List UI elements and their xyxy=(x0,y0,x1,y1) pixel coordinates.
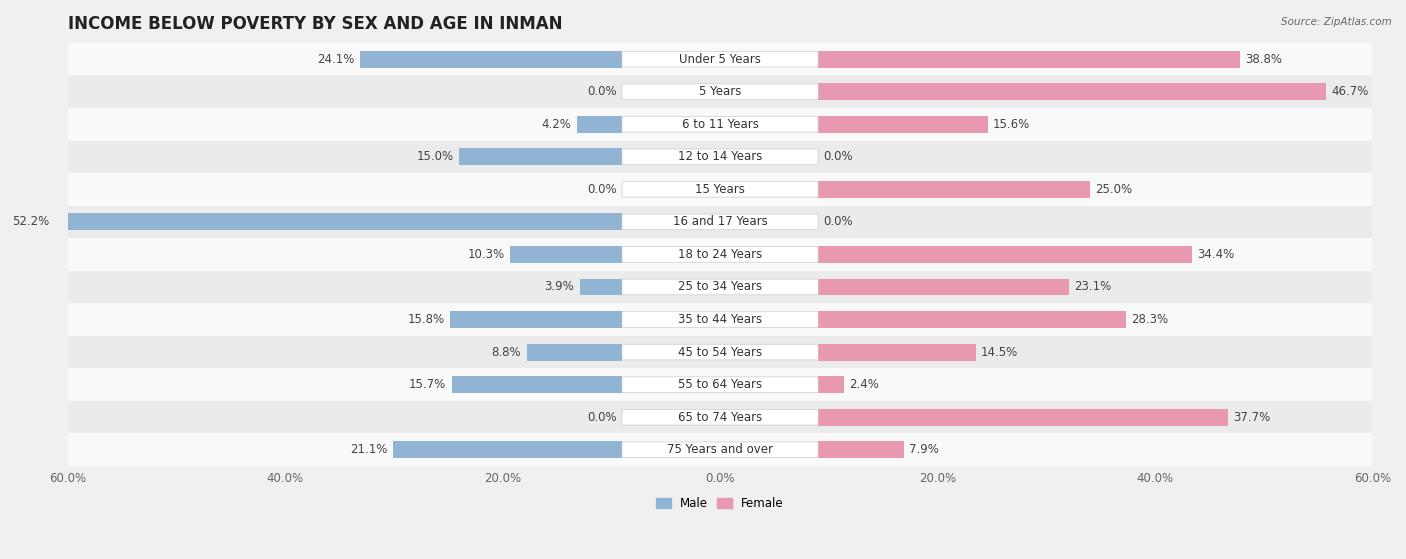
Bar xyxy=(818,51,1240,68)
Text: 37.7%: 37.7% xyxy=(1233,411,1271,424)
FancyBboxPatch shape xyxy=(621,409,818,425)
Text: 4.2%: 4.2% xyxy=(541,118,571,131)
Bar xyxy=(450,311,623,328)
FancyBboxPatch shape xyxy=(621,149,818,164)
Text: 15.7%: 15.7% xyxy=(409,378,446,391)
Bar xyxy=(67,336,1372,368)
Text: 52.2%: 52.2% xyxy=(13,215,49,229)
Text: 0.0%: 0.0% xyxy=(588,85,617,98)
Text: 21.1%: 21.1% xyxy=(350,443,387,456)
Bar xyxy=(55,214,623,230)
Text: 15 Years: 15 Years xyxy=(695,183,745,196)
FancyBboxPatch shape xyxy=(621,214,818,230)
Bar xyxy=(67,173,1372,206)
Bar xyxy=(818,409,1227,425)
Text: 15.0%: 15.0% xyxy=(416,150,454,163)
Text: 35 to 44 Years: 35 to 44 Years xyxy=(678,313,762,326)
FancyBboxPatch shape xyxy=(621,344,818,360)
Text: 24.1%: 24.1% xyxy=(318,53,354,65)
Bar xyxy=(67,304,1372,336)
Text: 34.4%: 34.4% xyxy=(1198,248,1234,261)
Bar xyxy=(360,51,623,68)
Bar xyxy=(460,148,623,165)
Bar xyxy=(67,238,1372,271)
Text: 18 to 24 Years: 18 to 24 Years xyxy=(678,248,762,261)
Text: 16 and 17 Years: 16 and 17 Years xyxy=(672,215,768,229)
Bar xyxy=(67,271,1372,304)
Bar xyxy=(392,441,623,458)
Bar xyxy=(576,116,623,132)
Bar xyxy=(67,401,1372,433)
Text: 25 to 34 Years: 25 to 34 Years xyxy=(678,281,762,293)
Text: Under 5 Years: Under 5 Years xyxy=(679,53,761,65)
Text: 2.4%: 2.4% xyxy=(849,378,879,391)
Text: 0.0%: 0.0% xyxy=(824,215,853,229)
Bar xyxy=(67,368,1372,401)
FancyBboxPatch shape xyxy=(621,116,818,132)
Bar xyxy=(67,433,1372,466)
Text: INCOME BELOW POVERTY BY SEX AND AGE IN INMAN: INCOME BELOW POVERTY BY SEX AND AGE IN I… xyxy=(67,15,562,33)
Text: 12 to 14 Years: 12 to 14 Years xyxy=(678,150,762,163)
FancyBboxPatch shape xyxy=(621,377,818,392)
Bar xyxy=(818,311,1126,328)
Text: 7.9%: 7.9% xyxy=(910,443,939,456)
FancyBboxPatch shape xyxy=(621,84,818,100)
Bar xyxy=(818,278,1069,296)
Bar xyxy=(818,441,904,458)
Bar xyxy=(818,116,987,132)
Text: 23.1%: 23.1% xyxy=(1074,281,1112,293)
Bar xyxy=(818,181,1090,198)
Text: 75 Years and over: 75 Years and over xyxy=(666,443,773,456)
Text: 10.3%: 10.3% xyxy=(468,248,505,261)
FancyBboxPatch shape xyxy=(621,442,818,457)
Text: 0.0%: 0.0% xyxy=(588,183,617,196)
Text: 15.6%: 15.6% xyxy=(993,118,1031,131)
Text: 0.0%: 0.0% xyxy=(824,150,853,163)
FancyBboxPatch shape xyxy=(621,51,818,67)
Bar xyxy=(579,278,623,296)
FancyBboxPatch shape xyxy=(621,247,818,262)
Bar xyxy=(67,75,1372,108)
Text: 65 to 74 Years: 65 to 74 Years xyxy=(678,411,762,424)
Text: 55 to 64 Years: 55 to 64 Years xyxy=(678,378,762,391)
Bar xyxy=(818,376,844,393)
Bar xyxy=(818,83,1326,100)
Bar xyxy=(526,344,623,361)
Text: 0.0%: 0.0% xyxy=(588,411,617,424)
Text: 28.3%: 28.3% xyxy=(1130,313,1168,326)
Text: 14.5%: 14.5% xyxy=(981,345,1018,358)
Bar xyxy=(510,246,623,263)
Bar xyxy=(818,246,1192,263)
Bar xyxy=(67,140,1372,173)
Text: 46.7%: 46.7% xyxy=(1331,85,1368,98)
Bar xyxy=(818,344,976,361)
Bar xyxy=(451,376,623,393)
Text: Source: ZipAtlas.com: Source: ZipAtlas.com xyxy=(1281,17,1392,27)
Legend: Male, Female: Male, Female xyxy=(652,492,789,515)
Text: 15.8%: 15.8% xyxy=(408,313,444,326)
Text: 45 to 54 Years: 45 to 54 Years xyxy=(678,345,762,358)
FancyBboxPatch shape xyxy=(621,279,818,295)
Bar xyxy=(67,43,1372,75)
Text: 5 Years: 5 Years xyxy=(699,85,741,98)
Text: 6 to 11 Years: 6 to 11 Years xyxy=(682,118,758,131)
Text: 38.8%: 38.8% xyxy=(1246,53,1282,65)
Bar xyxy=(67,206,1372,238)
Text: 25.0%: 25.0% xyxy=(1095,183,1132,196)
FancyBboxPatch shape xyxy=(621,312,818,328)
Bar xyxy=(67,108,1372,140)
Text: 3.9%: 3.9% xyxy=(544,281,575,293)
Text: 8.8%: 8.8% xyxy=(492,345,522,358)
FancyBboxPatch shape xyxy=(621,182,818,197)
